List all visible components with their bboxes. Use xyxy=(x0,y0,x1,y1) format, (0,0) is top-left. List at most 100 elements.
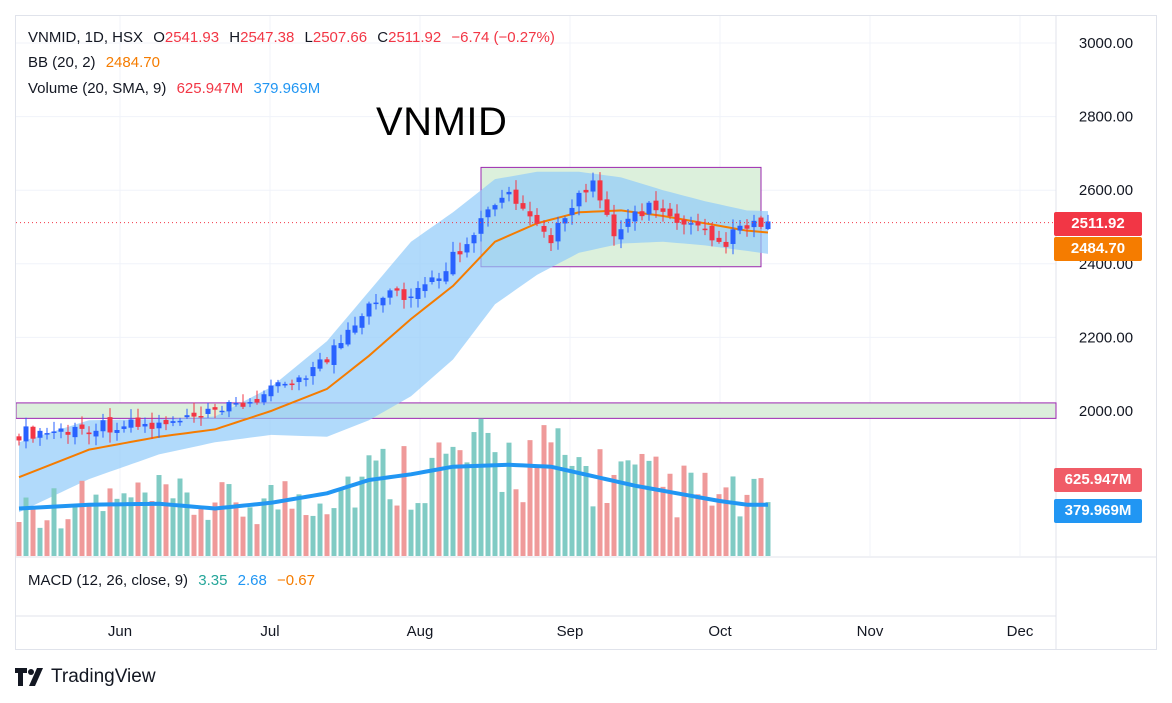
volume-bar xyxy=(44,520,50,556)
y-tick-label: 2800.00 xyxy=(1079,109,1133,126)
volume-bar xyxy=(457,450,463,556)
volume-bar xyxy=(345,476,351,556)
volume-bar xyxy=(261,498,267,556)
x-tick-label: Dec xyxy=(1007,623,1034,640)
volume-bar xyxy=(282,481,288,556)
volume-bar xyxy=(156,475,162,556)
candle-body xyxy=(275,382,281,387)
volume-bar xyxy=(583,466,589,556)
candle-body xyxy=(58,428,64,432)
candle-body xyxy=(681,219,687,225)
volume-bar xyxy=(569,465,575,556)
open-label: O xyxy=(153,29,165,46)
bb-badge: 2484.70 xyxy=(1054,237,1142,261)
candle-body xyxy=(261,394,267,403)
candle-body xyxy=(702,228,708,231)
candle-body xyxy=(149,422,155,429)
volume-bar xyxy=(114,498,120,556)
y-tick-label: 2600.00 xyxy=(1079,182,1133,199)
volume-bar xyxy=(639,453,645,556)
candle-body xyxy=(303,378,309,380)
candle-body xyxy=(380,297,386,306)
candle-body xyxy=(44,433,50,435)
candle-body xyxy=(422,284,428,292)
candle-body xyxy=(457,251,463,255)
symbol-label: VNMID, 1D, HSX xyxy=(28,29,144,46)
candle-body xyxy=(716,237,722,242)
volume-bar xyxy=(464,462,470,556)
price-badge: 2511.92 xyxy=(1054,212,1142,236)
volume-bar xyxy=(730,476,736,556)
volume-bar xyxy=(16,522,22,556)
candle-body xyxy=(170,421,176,423)
volume-bar xyxy=(548,442,554,556)
price-legend: VNMID, 1D, HSX O2541.93 H2547.38 L2507.6… xyxy=(28,29,561,47)
candle-body xyxy=(30,426,36,439)
candle-body xyxy=(317,359,323,369)
candle-body xyxy=(576,192,582,207)
candle-body xyxy=(184,415,190,418)
volume-bar xyxy=(499,491,505,556)
volume-bar xyxy=(107,488,113,556)
candle-body xyxy=(632,211,638,222)
volume-bar xyxy=(646,460,652,556)
candle-body xyxy=(660,208,666,212)
volume-bar xyxy=(506,442,512,556)
candle-body xyxy=(198,416,204,418)
x-tick-label: Jun xyxy=(108,623,132,640)
volume-bar xyxy=(415,503,421,556)
candle-body xyxy=(674,213,680,223)
candle-body xyxy=(359,316,365,328)
candle-body xyxy=(219,410,225,413)
volume-bar xyxy=(30,507,36,556)
volume-bar xyxy=(394,505,400,556)
volume-bar xyxy=(23,497,29,556)
volume-bar xyxy=(674,517,680,556)
volume-bar xyxy=(695,494,701,556)
high-label: H xyxy=(229,29,241,46)
candle-body xyxy=(247,402,253,404)
volume-bar xyxy=(436,442,442,556)
volume-legend: Volume (20, SMA, 9) 625.947M 379.969M xyxy=(28,80,326,98)
volume-bar xyxy=(555,428,561,556)
x-tick-label: Jul xyxy=(260,623,279,640)
candle-body xyxy=(205,408,211,414)
candle-body xyxy=(366,303,372,317)
macd-legend: MACD (12, 26, close, 9) 3.35 2.68 −0.67 xyxy=(28,572,321,590)
volume-bar xyxy=(268,485,274,556)
candle-body xyxy=(695,221,701,226)
volume-bar xyxy=(562,454,568,556)
volume-bar xyxy=(751,478,757,556)
volume-bar xyxy=(702,472,708,556)
candle-body xyxy=(527,211,533,217)
candle-body xyxy=(569,207,575,216)
candle-body xyxy=(737,225,743,231)
candle-body xyxy=(618,229,624,240)
volume-bar xyxy=(660,486,666,556)
footer: TradingView xyxy=(15,664,156,690)
volume-bar xyxy=(177,478,183,556)
volume-bar xyxy=(380,448,386,556)
candle-body xyxy=(429,277,435,283)
volume-bar xyxy=(513,489,519,556)
volume-bar xyxy=(142,492,148,556)
volume-bar xyxy=(163,484,169,556)
brand-name: TradingView xyxy=(51,666,156,687)
volume-bar xyxy=(65,519,71,556)
candle-body xyxy=(408,296,414,299)
volume-bar xyxy=(618,461,624,556)
volume-bar xyxy=(240,516,246,556)
candle-body xyxy=(471,235,477,244)
volume-bar xyxy=(366,455,372,556)
candle-body xyxy=(667,208,673,217)
volume-bar xyxy=(527,440,533,556)
candle-body xyxy=(583,189,589,193)
chart-canvas[interactable]: 3000.002800.002600.002400.002200.002000.… xyxy=(16,16,1156,649)
volume-sma-value: 379.969M xyxy=(253,80,321,97)
candle-body xyxy=(373,302,379,305)
candle-body xyxy=(282,383,288,386)
candle-body xyxy=(72,426,78,438)
volume-bar xyxy=(296,494,302,556)
volume-bar xyxy=(604,503,610,556)
volume-sma-line xyxy=(18,462,768,511)
